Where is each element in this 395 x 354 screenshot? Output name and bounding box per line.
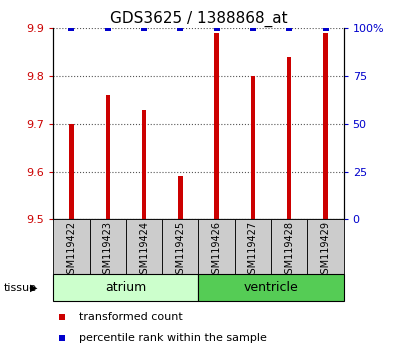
Text: GSM119428: GSM119428	[284, 221, 294, 280]
Text: ▶: ▶	[30, 282, 37, 293]
Bar	[162, 219, 199, 274]
Bar	[90, 219, 126, 274]
Text: GSM119429: GSM119429	[320, 221, 331, 280]
Bar	[287, 57, 292, 219]
Text: GSM119423: GSM119423	[103, 221, 113, 280]
Text: atrium: atrium	[105, 281, 147, 294]
Text: percentile rank within the sample: percentile rank within the sample	[79, 332, 267, 343]
Bar	[199, 219, 235, 274]
Bar	[271, 219, 307, 274]
Text: GSM119424: GSM119424	[139, 221, 149, 280]
Text: ventricle: ventricle	[244, 281, 299, 294]
Bar	[214, 33, 219, 219]
Text: GSM119422: GSM119422	[66, 221, 77, 280]
Title: GDS3625 / 1388868_at: GDS3625 / 1388868_at	[110, 11, 287, 27]
Bar	[324, 33, 328, 219]
Text: GSM119426: GSM119426	[212, 221, 222, 280]
Bar	[199, 274, 344, 301]
Text: GSM119425: GSM119425	[175, 221, 185, 280]
Text: GSM119427: GSM119427	[248, 221, 258, 280]
Text: transformed count: transformed count	[79, 312, 183, 322]
Text: tissue: tissue	[4, 282, 37, 293]
Bar	[142, 109, 146, 219]
Bar	[126, 219, 162, 274]
Bar	[53, 274, 199, 301]
Bar	[178, 176, 182, 219]
Bar	[69, 124, 73, 219]
Bar	[235, 219, 271, 274]
Bar	[307, 219, 344, 274]
Bar	[105, 95, 110, 219]
Bar	[251, 76, 255, 219]
Bar	[53, 219, 90, 274]
